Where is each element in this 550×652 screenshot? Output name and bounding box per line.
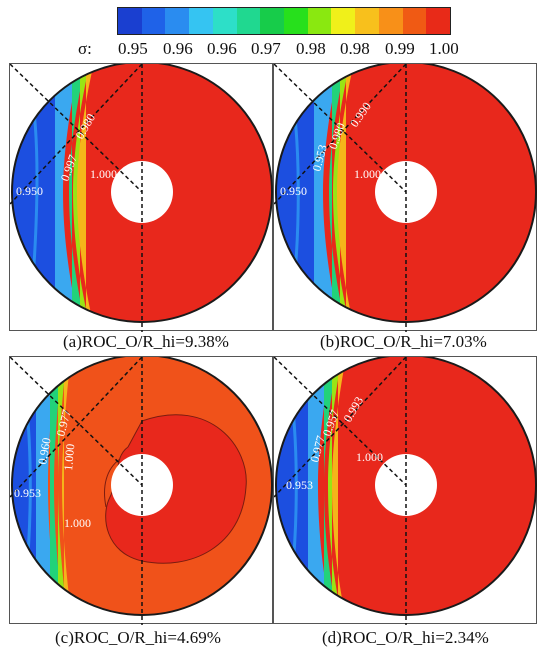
colorbar-segment — [189, 8, 213, 34]
colorbar-segment — [165, 8, 190, 34]
contour-label: 0.953 — [309, 143, 330, 173]
contour-label: 1.000 — [64, 516, 91, 530]
colorbar-segment — [141, 8, 166, 34]
contour-label: 1.000 — [61, 443, 77, 471]
colorbar-segment — [284, 8, 308, 34]
tick-label-6: 0.98 — [340, 39, 370, 58]
caption-b: (b)ROC_O/R_hi=7.03% — [320, 332, 487, 351]
panel-c: 0.953 0.960 0.977 1.000 1.000 — [9, 356, 273, 625]
contour-plot-d: 0.953 0.977 0.957 0.993 1.000 — [274, 357, 537, 625]
colorbar-segment — [331, 8, 356, 34]
tick-label-1: 0.95 — [118, 39, 148, 58]
tick-label-5: 0.98 — [296, 39, 326, 58]
contour-plot-a: 0.950 0.997 0.980 1.000 — [10, 64, 273, 332]
contour-label: 0.960 — [35, 437, 53, 466]
contour-label: 0.977 — [53, 408, 74, 438]
colorbar-segment — [118, 8, 142, 34]
contour-label: 1.000 — [90, 167, 117, 181]
colorbar-segment — [307, 8, 332, 34]
caption-c: (c)ROC_O/R_hi=4.69% — [55, 628, 221, 647]
contour-label: 1.000 — [356, 450, 383, 464]
contour-label: 0.950 — [280, 184, 307, 198]
tick-label-3: 0.96 — [207, 39, 237, 58]
contour-label: 0.977 — [307, 434, 328, 464]
colorbar-segment — [260, 8, 285, 34]
caption-d: (d)ROC_O/R_hi=2.34% — [322, 628, 489, 647]
contour-plot-b: 0.950 0.953 0.980 0.990 1.000 — [274, 64, 537, 332]
colorbar-legend: σ: 0.95 0.96 0.96 0.97 0.98 0.98 0.99 1.… — [74, 39, 459, 63]
colorbar-segment — [378, 8, 403, 34]
colorbar — [117, 7, 451, 35]
colorbar-segment — [236, 8, 261, 34]
contour-label: 0.953 — [286, 478, 313, 492]
tick-label-4: 0.97 — [251, 39, 281, 58]
tick-label-7: 0.99 — [385, 39, 415, 58]
tick-label-2: 0.96 — [163, 39, 193, 58]
caption-a: (a)ROC_O/R_hi=9.38% — [63, 332, 229, 351]
colorbar-segment — [402, 8, 427, 34]
tick-label-8: 1.00 — [429, 39, 459, 58]
contour-label: 0.950 — [16, 184, 43, 198]
sigma-symbol: σ: — [78, 39, 92, 58]
contour-plot-c: 0.953 0.960 0.977 1.000 1.000 — [10, 357, 273, 625]
colorbar-segment — [426, 8, 451, 34]
colorbar-segment — [355, 8, 379, 34]
contour-label: 1.000 — [354, 167, 381, 181]
panel-a: 0.950 0.997 0.980 1.000 — [9, 63, 273, 332]
contour-label: 0.953 — [14, 486, 41, 500]
colorbar-segment — [212, 8, 237, 34]
panel-b: 0.950 0.953 0.980 0.990 1.000 — [273, 63, 537, 332]
panel-d: 0.953 0.977 0.957 0.993 1.000 — [273, 356, 537, 625]
